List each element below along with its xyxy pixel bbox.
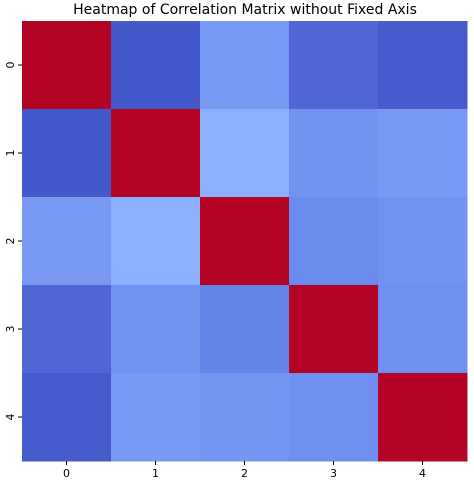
heatmap-cell-r1-c1 [111,109,201,198]
heatmap-cell-r1-c3 [289,109,379,198]
heatmap-cell-r2-c2 [200,197,290,286]
heatmap-cell-r4-c0 [22,373,112,462]
heatmap-cell-r0-c2 [200,21,290,110]
heatmap-cell-r1-c0 [22,109,112,198]
heatmap-cell-r3-c2 [200,285,290,374]
heatmap-cell-r2-c4 [378,197,468,286]
heatmap-cell-r3-c3 [289,285,379,374]
heatmap-cells [22,21,468,462]
x-tick-label-0: 0 [63,467,70,480]
y-tick-label-4: 4 [4,414,17,421]
heatmap-cell-r0-c0 [22,21,112,110]
heatmap-cell-r1-c2 [200,109,290,198]
heatmap-cell-r0-c1 [111,21,201,110]
y-tick-label-0: 0 [4,62,17,69]
heatmap-cell-r2-c3 [289,197,379,286]
heatmap-cell-r0-c4 [378,21,468,110]
y-tick-label-2: 2 [4,238,17,245]
y-tick-label-3: 3 [4,326,17,333]
x-tick-label-4: 4 [419,467,426,480]
heatmap-cell-r3-c4 [378,285,468,374]
y-tick-label-1: 1 [4,150,17,157]
heatmap-cell-r2-c0 [22,197,112,286]
chart-title: Heatmap of Correlation Matrix without Fi… [73,2,417,18]
x-tick-label-3: 3 [330,467,337,480]
heatmap-cell-r4-c1 [111,373,201,462]
heatmap-cell-r3-c0 [22,285,112,374]
x-tick-label-1: 1 [152,467,159,480]
heatmap-cell-r3-c1 [111,285,201,374]
heatmap-cell-r1-c4 [378,109,468,198]
heatmap-cell-r4-c3 [289,373,379,462]
heatmap-cell-r0-c3 [289,21,379,110]
x-axis-ticks: 0 1 2 3 4 [63,461,426,480]
heatmap-cell-r2-c1 [111,197,201,286]
heatmap-cell-r4-c4 [378,373,468,462]
heatmap-cell-r4-c2 [200,373,290,462]
x-tick-label-2: 2 [241,467,248,480]
y-axis-ticks: 0 1 2 3 4 [4,62,22,421]
